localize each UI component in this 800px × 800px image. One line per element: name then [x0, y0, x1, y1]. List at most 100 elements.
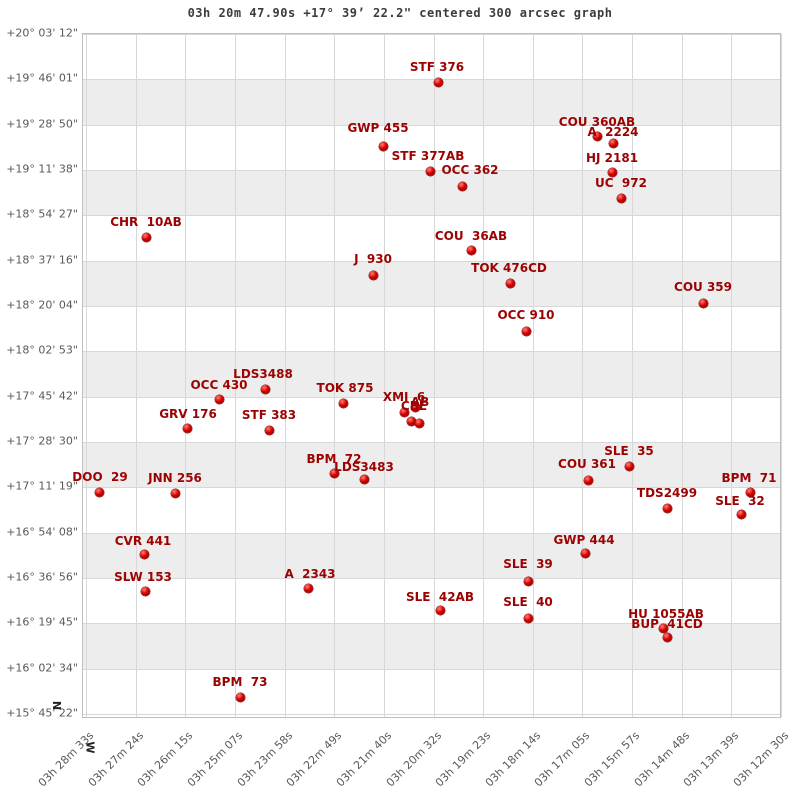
- star-point: [139, 549, 149, 559]
- star-point: [264, 425, 274, 435]
- h-gridline: [83, 124, 780, 126]
- star-point: [662, 503, 672, 513]
- v-gridline: [284, 34, 286, 717]
- star-point: [425, 166, 435, 176]
- star-label: STF 376: [409, 60, 465, 74]
- v-gridline: [234, 34, 236, 717]
- star-point: [260, 384, 270, 394]
- star-label: TOK 875: [316, 381, 374, 395]
- y-tick-label: +16° 19' 45": [6, 615, 78, 629]
- h-gridline: [83, 714, 780, 715]
- star-label: STF 383: [241, 408, 297, 422]
- star-point: [523, 613, 533, 623]
- star-point: [466, 245, 476, 255]
- star-label: BPM 72: [306, 452, 362, 466]
- v-gridline: [433, 34, 435, 717]
- star-label: SLE 32: [715, 494, 765, 508]
- y-tick-label: +18° 54' 27": [6, 207, 78, 221]
- star-label: BPM 71: [721, 471, 777, 485]
- h-gridline: [83, 396, 780, 398]
- star-label: OCC 430: [190, 378, 248, 392]
- star-point: [607, 167, 617, 177]
- plot-band: [83, 578, 780, 624]
- star-label: CHR 10AB: [110, 215, 182, 229]
- star-label: SLE 39: [503, 557, 553, 571]
- star-label: DOO 29: [72, 470, 128, 484]
- star-point: [94, 487, 104, 497]
- v-gridline: [632, 34, 634, 717]
- star-label: SLW 153: [114, 570, 172, 584]
- plot-band: [83, 306, 780, 352]
- star-label: COU 360AB: [558, 115, 636, 129]
- star-point: [140, 586, 150, 596]
- star-point: [698, 298, 708, 308]
- v-gridline: [781, 34, 782, 717]
- plot-band: [83, 396, 780, 442]
- star-label: OCC 910: [497, 308, 555, 322]
- y-tick-label: +16° 54' 08": [6, 525, 78, 539]
- chart-title: 03h 20m 47.90s +17° 39’ 22.2" centered 3…: [187, 6, 613, 20]
- h-gridline: [83, 668, 780, 670]
- plot-band: [83, 442, 780, 488]
- star-label: TOK 476CD: [471, 261, 547, 275]
- h-gridline: [83, 442, 780, 443]
- star-point: [521, 326, 531, 336]
- plot-band: [83, 170, 780, 216]
- star-point: [338, 398, 348, 408]
- star-point: [616, 193, 626, 203]
- h-gridline: [83, 578, 780, 579]
- star-label: XMI 6: [382, 390, 426, 404]
- west-marker: W: [83, 741, 97, 754]
- plot-band: [83, 34, 780, 80]
- star-point: [329, 468, 339, 478]
- star-point: [214, 394, 224, 404]
- y-tick-label: +16° 36' 56": [6, 570, 78, 584]
- star-point: [457, 181, 467, 191]
- h-gridline: [83, 351, 780, 353]
- h-gridline: [83, 215, 780, 217]
- star-point: [435, 605, 445, 615]
- star-label: BUP 41CD: [631, 617, 703, 631]
- y-tick-label: +19° 11' 38": [6, 162, 78, 176]
- star-label: LDS3483: [334, 460, 394, 474]
- star-point: [399, 407, 409, 417]
- star-label: HJ 2181: [585, 151, 639, 165]
- star-point: [359, 474, 369, 484]
- y-tick-label: +16° 02' 34": [6, 661, 78, 675]
- star-label: COU 36AB: [434, 229, 508, 243]
- star-point: [170, 488, 180, 498]
- h-gridline: [83, 34, 780, 35]
- h-gridline: [83, 623, 780, 625]
- star-label: GRV 176: [159, 407, 217, 421]
- star-label: UC 972: [595, 176, 647, 190]
- v-gridline: [185, 34, 187, 717]
- plot-band: [83, 215, 780, 261]
- y-tick-label: +19° 28' 50": [6, 117, 78, 131]
- y-tick-label: +19° 46' 01": [6, 71, 78, 85]
- star-label: J 930: [354, 252, 392, 266]
- v-gridline: [383, 34, 385, 717]
- y-tick-label: +15° 45' 22": [6, 706, 78, 720]
- v-gridline: [582, 34, 584, 717]
- star-point: [303, 583, 313, 593]
- star-label: GWP 455: [347, 121, 409, 135]
- star-point: [235, 692, 245, 702]
- star-label: CVR 441: [114, 534, 172, 548]
- star-point: [141, 232, 151, 242]
- star-point: [523, 576, 533, 586]
- star-label: COU 361: [558, 457, 616, 471]
- star-label: A 2343: [284, 567, 336, 581]
- star-label: GWP 444: [553, 533, 615, 547]
- v-gridline: [135, 34, 137, 717]
- y-tick-label: +18° 20' 04": [6, 298, 78, 312]
- h-gridline: [83, 532, 780, 534]
- h-gridline: [83, 487, 780, 489]
- star-point: [406, 416, 416, 426]
- star-label: TDS2499: [636, 486, 698, 500]
- star-point: [608, 138, 618, 148]
- v-gridline: [532, 34, 534, 717]
- plot-band: [83, 79, 780, 125]
- star-point: [745, 487, 755, 497]
- plot-band: [83, 260, 780, 306]
- star-point: [414, 418, 424, 428]
